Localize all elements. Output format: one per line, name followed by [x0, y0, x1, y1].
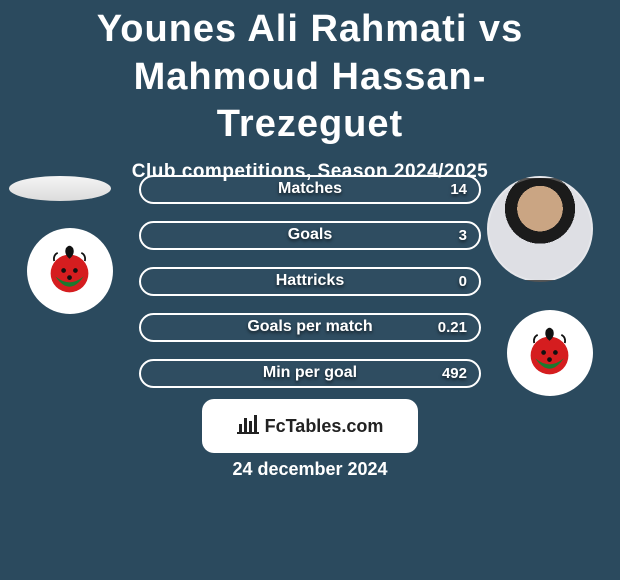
club-crest-icon	[520, 323, 579, 382]
title-line2: Trezeguet	[217, 103, 403, 145]
player2-photo	[487, 176, 593, 282]
stat-label: Hattricks	[141, 272, 479, 290]
stat-label: Goals	[141, 226, 479, 244]
player1-club-badge	[27, 228, 113, 314]
stats-column: Matches 14 Goals 3 Hattricks 0 Goals per…	[139, 175, 481, 405]
stat-value-right: 492	[442, 365, 467, 382]
stat-value-right: 14	[450, 181, 467, 198]
stat-value-right: 3	[459, 227, 467, 244]
player2-club-badge	[507, 310, 593, 396]
stat-row-matches: Matches 14	[139, 175, 481, 204]
player1-avatar-placeholder	[9, 176, 111, 201]
bar-chart-icon	[237, 414, 259, 439]
stat-row-hattricks: Hattricks 0	[139, 267, 481, 296]
date-label: 24 december 2024	[0, 459, 620, 480]
stat-label: Matches	[141, 180, 479, 198]
site-name: FcTables.com	[265, 416, 384, 437]
stat-value-right: 0	[459, 273, 467, 290]
page-title: Younes Ali Rahmati vs Mahmoud Hassan- Tr…	[0, 0, 620, 149]
club-crest-icon	[40, 241, 99, 300]
title-line1: Younes Ali Rahmati vs Mahmoud Hassan-	[97, 8, 523, 98]
stat-row-goals-per-match: Goals per match 0.21	[139, 313, 481, 342]
stat-row-min-per-goal: Min per goal 492	[139, 359, 481, 388]
stat-label: Min per goal	[141, 364, 479, 382]
stat-value-right: 0.21	[438, 319, 467, 336]
site-badge[interactable]: FcTables.com	[202, 399, 418, 453]
stat-label: Goals per match	[141, 318, 479, 336]
stat-row-goals: Goals 3	[139, 221, 481, 250]
